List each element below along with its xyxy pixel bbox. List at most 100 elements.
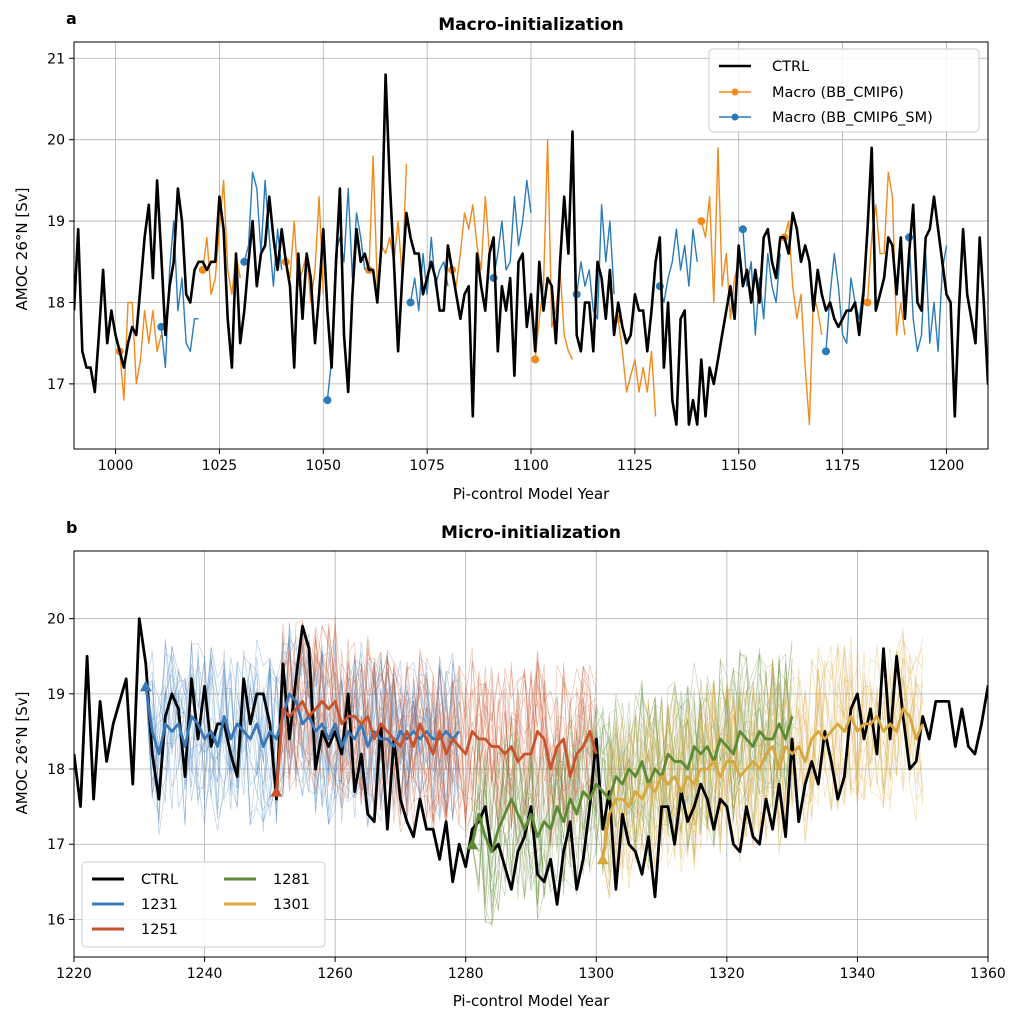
ensemble-member-1251 bbox=[276, 639, 597, 841]
ensemble-mean-1251 bbox=[275, 700, 598, 792]
ensemble-member-1231 bbox=[145, 653, 460, 825]
macro-series-bb-cmip6-line bbox=[700, 147, 740, 320]
ensemble-member-1301 bbox=[602, 659, 924, 873]
ensemble-member-1281 bbox=[471, 653, 793, 905]
panel-a-ticks: 1000 1025 1050 1075 1100 1125 1150 1175 1200 17 18… bbox=[47, 51, 964, 474]
init-marker-1281 bbox=[466, 838, 479, 850]
panel-b-ytick-label: 19 bbox=[47, 687, 65, 703]
ensemble-member-1281 bbox=[471, 656, 793, 927]
ensemble-member-1301 bbox=[602, 650, 924, 871]
ensemble-mean-1301 bbox=[601, 707, 924, 860]
ensemble-member-1281 bbox=[471, 648, 793, 904]
ensemble-member-1231 bbox=[145, 643, 460, 828]
legend-label-1231: 1231 bbox=[141, 897, 178, 913]
macro-series-bb-cmip6-line bbox=[285, 196, 324, 304]
ensemble-member-1231 bbox=[145, 624, 460, 815]
panel-a-legend: CTRL Macro (BB_CMIP6) Macro (BB_CMIP6_SM… bbox=[708, 48, 980, 133]
legend-marker-bb-cmip6-sm bbox=[731, 113, 739, 121]
init-marker-1231 bbox=[139, 680, 152, 692]
panel-a-series bbox=[74, 73, 988, 426]
panel-b-letter: b bbox=[66, 518, 77, 537]
panel-b-ticks: 1220 1240 1260 1280 1300 1320 1340 1360 16 17 18 19… bbox=[47, 612, 1006, 982]
legend-marker-bb-cmip6 bbox=[731, 88, 739, 96]
ensemble-member-1281 bbox=[471, 638, 793, 908]
macro-init-point bbox=[738, 225, 747, 234]
ensemble-member-1301 bbox=[602, 659, 923, 887]
legend-label-1301: 1301 bbox=[273, 897, 310, 913]
panel-a-letter: a bbox=[66, 9, 77, 28]
ensemble-member-1231 bbox=[145, 641, 460, 825]
ensemble-member-1251 bbox=[276, 623, 597, 830]
panel-b-xtick-label: 1240 bbox=[187, 966, 223, 982]
panel-b-xlabel: Pi-control Model Year bbox=[453, 992, 610, 1010]
macro-init-point bbox=[697, 217, 706, 226]
panel-b-ytick-label: 17 bbox=[47, 837, 65, 853]
panel-a-ytick-label: 17 bbox=[47, 377, 65, 393]
panel-b-ylabel: AMOC 26°N [Sv] bbox=[13, 692, 31, 815]
ensemble-member-1281 bbox=[471, 653, 793, 925]
macro-series-bb-cmip6-sm-line bbox=[243, 171, 283, 287]
legend-label-bb-cmip6-sm: Macro (BB_CMIP6_SM) bbox=[772, 110, 933, 126]
panel-b-ytick-label: 20 bbox=[47, 612, 65, 628]
panel-a-xtick-label: 1100 bbox=[513, 458, 549, 474]
ensemble-member-1281 bbox=[471, 689, 793, 909]
panel-b-ytick-label: 18 bbox=[47, 762, 65, 778]
ensemble-member-1301 bbox=[602, 646, 924, 890]
ensemble-mean-1231 bbox=[144, 686, 461, 756]
panel-b-xtick-label: 1280 bbox=[448, 966, 484, 982]
init-marker-1301 bbox=[596, 853, 609, 865]
panel-b-xtick-label: 1300 bbox=[578, 966, 614, 982]
ensemble-member-1251 bbox=[276, 619, 597, 842]
ensemble-member-1281 bbox=[471, 651, 793, 911]
panel-b-ytick-label: 16 bbox=[47, 912, 65, 928]
ensemble-member-1281 bbox=[471, 668, 793, 904]
legend-label-1251: 1251 bbox=[141, 922, 178, 938]
ensemble-member-1301 bbox=[602, 632, 924, 872]
ensemble-member-1251 bbox=[276, 622, 597, 843]
panel-b: b Micro-initialization Pi-control Model … bbox=[13, 518, 1006, 1010]
panel-b-xtick-label: 1340 bbox=[840, 966, 876, 982]
panel-a-xtick-label: 1175 bbox=[825, 458, 861, 474]
panel-b-xtick-label: 1220 bbox=[56, 966, 92, 982]
panel-a-xtick-label: 1200 bbox=[929, 458, 965, 474]
ensemble-member-1301 bbox=[602, 637, 924, 898]
ensemble-member-1231 bbox=[145, 640, 460, 833]
panel-b-frame bbox=[73, 550, 989, 958]
panel-b-xtick-label: 1320 bbox=[709, 966, 745, 982]
macro-init-point bbox=[863, 298, 872, 307]
panel-b-legend-box bbox=[81, 861, 326, 948]
ensemble-member-1231 bbox=[145, 636, 460, 825]
macro-series-bb-cmip6-sm-line bbox=[160, 220, 199, 369]
panel-b-title: Micro-initialization bbox=[441, 523, 621, 543]
ensemble-member-1281 bbox=[471, 658, 793, 914]
panel-a-xtick-label: 1000 bbox=[98, 458, 134, 474]
ensemble-member-1281 bbox=[471, 654, 793, 893]
macro-init-point bbox=[323, 396, 332, 405]
init-marker-1251 bbox=[270, 785, 283, 797]
macro-series-bb-cmip6-sm-line bbox=[659, 228, 698, 304]
legend-label-bb-cmip6: Macro (BB_CMIP6) bbox=[772, 85, 904, 101]
macro-init-point bbox=[157, 322, 166, 331]
ensemble-member-1281 bbox=[471, 645, 793, 924]
macro-series-bb-cmip6-line bbox=[119, 301, 162, 401]
macro-init-point bbox=[531, 355, 540, 364]
panel-a-xtick-label: 1125 bbox=[617, 458, 653, 474]
macro-series-bb-cmip6-line bbox=[451, 196, 491, 287]
panel-a-ytick-label: 20 bbox=[47, 133, 65, 149]
panel-b-legend: CTRL 1231 1251 1281 1301 bbox=[81, 861, 326, 948]
ensemble-member-1251 bbox=[276, 624, 597, 842]
panel-a-ytick-label: 21 bbox=[47, 51, 65, 67]
macro-init-point bbox=[240, 257, 249, 266]
legend-label-ctrl: CTRL bbox=[772, 59, 809, 75]
ensemble-member-1301 bbox=[602, 651, 924, 863]
macro-init-point bbox=[821, 347, 830, 356]
ensemble-member-1281 bbox=[471, 669, 793, 921]
ensemble-member-1301 bbox=[602, 646, 924, 870]
panel-a-xlabel: Pi-control Model Year bbox=[453, 485, 610, 503]
panel-b-xtick-label: 1260 bbox=[317, 966, 353, 982]
macro-series-bb-cmip6-sm-line bbox=[492, 179, 532, 279]
ensemble-member-1231 bbox=[145, 645, 460, 799]
panel-a-title: Macro-initialization bbox=[438, 15, 624, 35]
ensemble-member-1251 bbox=[276, 623, 597, 838]
